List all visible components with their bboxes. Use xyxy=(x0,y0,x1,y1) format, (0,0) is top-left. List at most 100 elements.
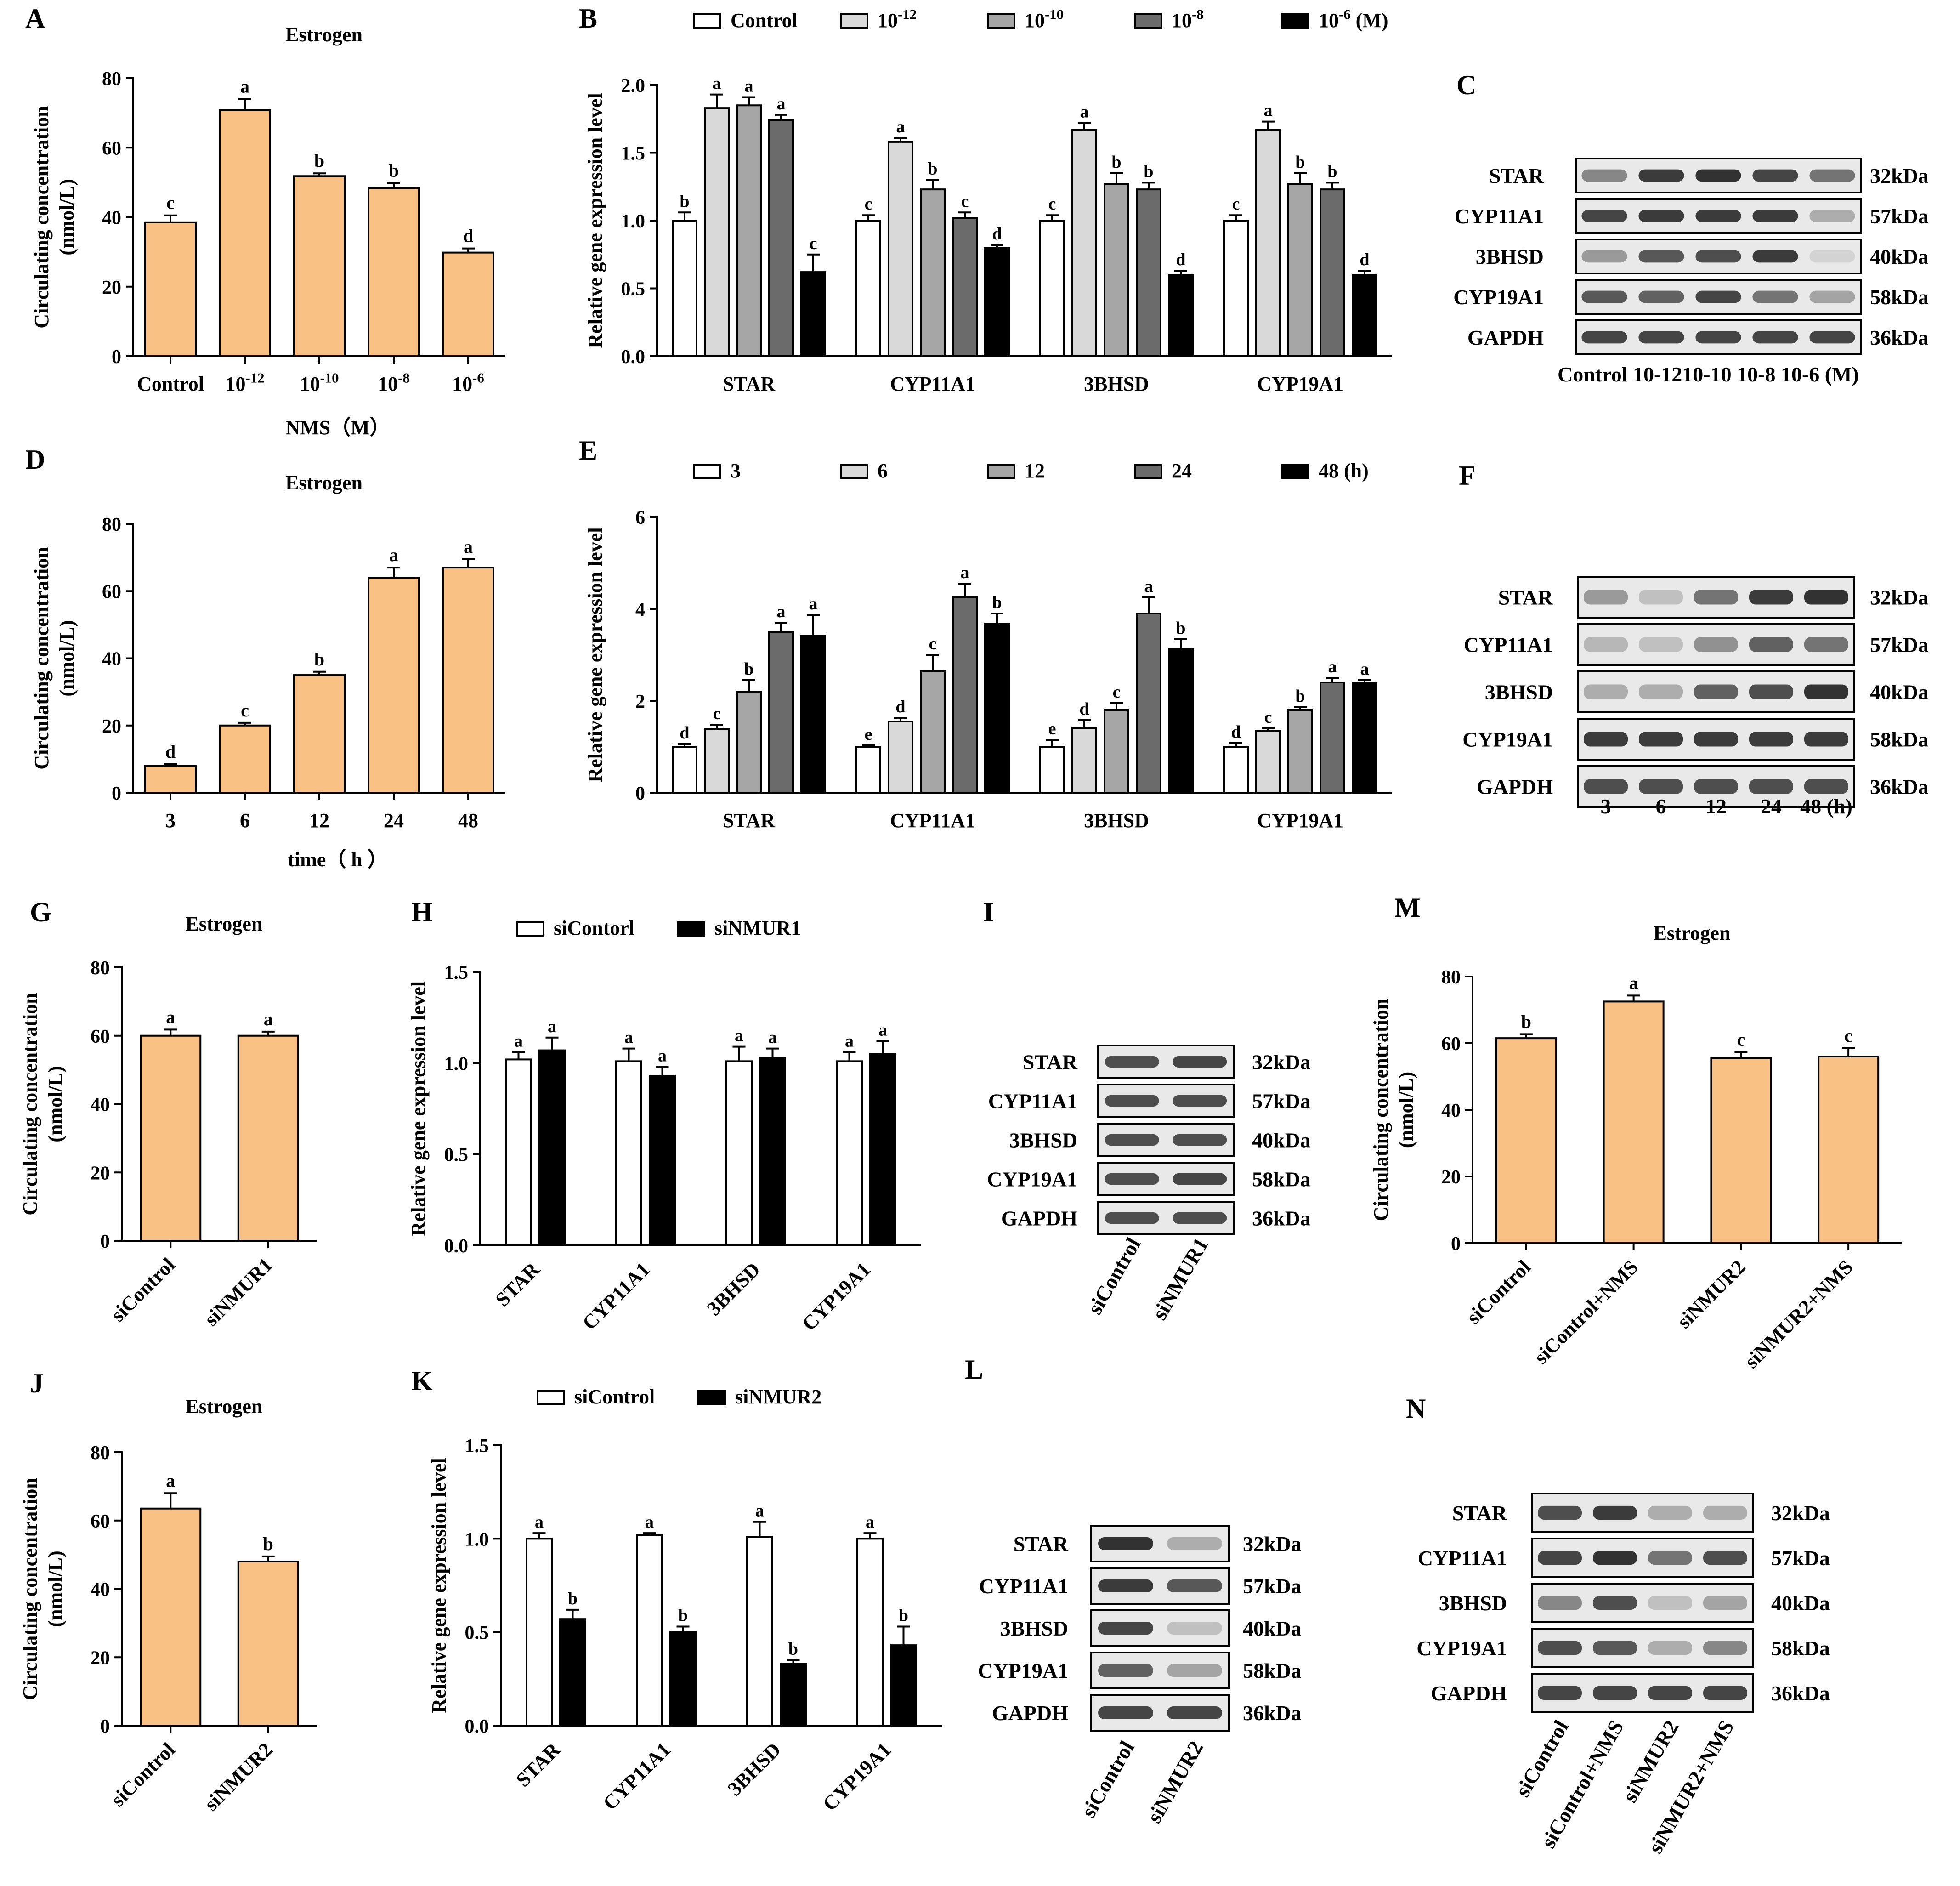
panel-I-blot-band xyxy=(1173,1212,1227,1224)
panel-A-ytick-label: 0 xyxy=(112,347,121,368)
panel-N-blot-band xyxy=(1648,1505,1692,1520)
panel-J-sig-letter: b xyxy=(263,1534,273,1554)
panel-E-bar xyxy=(1320,682,1345,794)
panel-B-sig-letter: a xyxy=(896,117,905,136)
panel-L-kda-label: 57kDa xyxy=(1243,1574,1302,1598)
panel-E-category-label: CYP19A1 xyxy=(1257,809,1343,832)
panel-H-ytick-label: 1.5 xyxy=(444,962,469,983)
panel-K-category-label: 3BHSD xyxy=(723,1738,785,1800)
panel-E-bar xyxy=(1223,746,1249,794)
panel-E-bar xyxy=(1287,709,1313,794)
panel-M-category-label: siNMUR2+NMS xyxy=(1740,1255,1858,1373)
panel-B-bar xyxy=(768,119,794,357)
panel-B-legend-swatch xyxy=(1281,13,1309,29)
panel-B-sig-letter: a xyxy=(777,94,786,114)
panel-C-blot-band xyxy=(1695,169,1741,182)
panel-G-ytick-label: 40 xyxy=(91,1095,110,1116)
panel-K-sig-letter: a xyxy=(535,1512,544,1532)
panel-H-sig-letter: a xyxy=(735,1026,743,1045)
panel-B-bar xyxy=(952,217,978,357)
panel-F-lane-label: 24 xyxy=(1761,795,1782,818)
panel-D-sig-letter: a xyxy=(464,536,473,557)
panel-C-blot-band xyxy=(1809,169,1855,182)
panel-H-bar xyxy=(649,1075,676,1247)
panel-J-ytick-label: 20 xyxy=(91,1647,110,1669)
panel-I-kda-label: 57kDa xyxy=(1252,1090,1311,1113)
panel-B-bar xyxy=(1320,188,1345,357)
panel-H-ytick-label: 0.5 xyxy=(444,1145,469,1166)
panel-B-bar xyxy=(704,107,730,357)
panel-L-kda-label: 58kDa xyxy=(1243,1659,1302,1682)
panel-L-protein-label: GAPDH xyxy=(992,1701,1068,1725)
panel-D-letter: D xyxy=(25,444,45,475)
panel-C-kda-label: 32kDa xyxy=(1870,164,1929,187)
panel-E-bar xyxy=(1039,746,1065,794)
panel-F-protein-label: GAPDH xyxy=(1477,775,1553,799)
panel-B-bar xyxy=(1352,274,1377,357)
panel-K-ytick-label: 1.0 xyxy=(465,1529,489,1550)
panel-C-blot-band xyxy=(1809,331,1855,344)
panel-C-protein-label: CYP11A1 xyxy=(1455,205,1544,228)
panel-L-protein-label: STAR xyxy=(1014,1532,1069,1556)
panel-E-sig-letter: d xyxy=(680,723,689,743)
panel-N-protein-label: CYP19A1 xyxy=(1416,1636,1507,1660)
panel-E-bar xyxy=(1071,727,1097,794)
panel-I-kda-label: 40kDa xyxy=(1252,1129,1311,1152)
panel-B-legend-label: 10-8 xyxy=(1172,6,1204,32)
panel-E-ytick-label: 6 xyxy=(635,507,645,528)
panel-E-legend-label: 12 xyxy=(1025,460,1045,482)
panel-D-ylabel-unit: (nmol/L) xyxy=(56,620,78,696)
panel-H-sig-letter: a xyxy=(845,1032,854,1051)
panel-F-protein-label: STAR xyxy=(1498,586,1553,609)
panel-L-kda-label: 40kDa xyxy=(1243,1617,1302,1640)
panel-E-category-label: STAR xyxy=(723,809,776,832)
panel-H-sig-letter: a xyxy=(514,1032,523,1051)
panel-E-legend-label: 48 (h) xyxy=(1319,460,1369,482)
panel-H-sig-letter: a xyxy=(768,1028,777,1047)
panel-E-sig-letter: c xyxy=(1113,682,1121,702)
panel-A-ylabel: Circulating concentration xyxy=(30,106,53,328)
panel-E-sig-letter: c xyxy=(929,634,937,653)
panel-B-ytick-label: 2.0 xyxy=(621,75,646,97)
panel-D-title: Estrogen xyxy=(285,472,363,494)
panel-B-sig-letter: b xyxy=(1111,153,1121,172)
panel-E-sig-letter: a xyxy=(809,594,818,614)
panel-I-lane-label: siNMUR1 xyxy=(1147,1234,1213,1324)
panel-E-sig-letter: e xyxy=(865,725,872,744)
panel-B-bar xyxy=(800,271,826,357)
panel-E-sig-letter: d xyxy=(1079,699,1089,719)
panel-C-blot-band xyxy=(1752,210,1798,222)
panel-L-protein-label: 3BHSD xyxy=(1000,1617,1068,1640)
panel-C-protein-label: GAPDH xyxy=(1467,326,1544,349)
panel-L-lane-label: siNMUR2 xyxy=(1142,1737,1208,1827)
panel-K-letter: K xyxy=(411,1366,433,1396)
panel-G-category-label: siNMUR1 xyxy=(200,1253,277,1330)
panel-B-bar xyxy=(736,104,762,357)
panel-H-legend-swatch xyxy=(516,921,544,937)
panel-N-blot-band xyxy=(1648,1551,1692,1565)
panel-F-blot-band xyxy=(1584,684,1628,699)
panel-I-blot-band xyxy=(1173,1056,1227,1068)
panel-M-sig-letter: c xyxy=(1737,1029,1745,1050)
panel-B-letter: B xyxy=(579,3,597,34)
panel-K-sig-letter: a xyxy=(755,1501,764,1521)
panel-A-ylabel-unit: (nmol/L) xyxy=(56,179,78,255)
panel-A-ytick-label: 20 xyxy=(102,277,121,298)
panel-D-ytick-label: 20 xyxy=(102,716,121,737)
panel-E-sig-letter: b xyxy=(992,593,1002,612)
panel-L-blot-band xyxy=(1167,1537,1222,1551)
panel-B-bar xyxy=(1168,274,1194,357)
panel-B-bar xyxy=(920,188,946,357)
panel-I-blot-band xyxy=(1105,1212,1159,1224)
panel-H-sig-letter: a xyxy=(548,1017,556,1036)
panel-N-blot-band xyxy=(1703,1641,1747,1655)
panel-I-protein-label: 3BHSD xyxy=(1009,1129,1077,1152)
panel-N-blot-band xyxy=(1703,1686,1747,1700)
panel-G-ylabel: Circulating concentration xyxy=(19,993,41,1215)
panel-G-ytick-label: 60 xyxy=(91,1026,110,1047)
panel-M-sig-letter: c xyxy=(1844,1025,1852,1046)
panel-M-ytick-label: 0 xyxy=(1451,1233,1461,1255)
panel-C-blot-band xyxy=(1638,290,1684,303)
panel-B-sig-letter: d xyxy=(992,224,1002,244)
panel-B-ytick-label: 1.0 xyxy=(621,211,646,232)
